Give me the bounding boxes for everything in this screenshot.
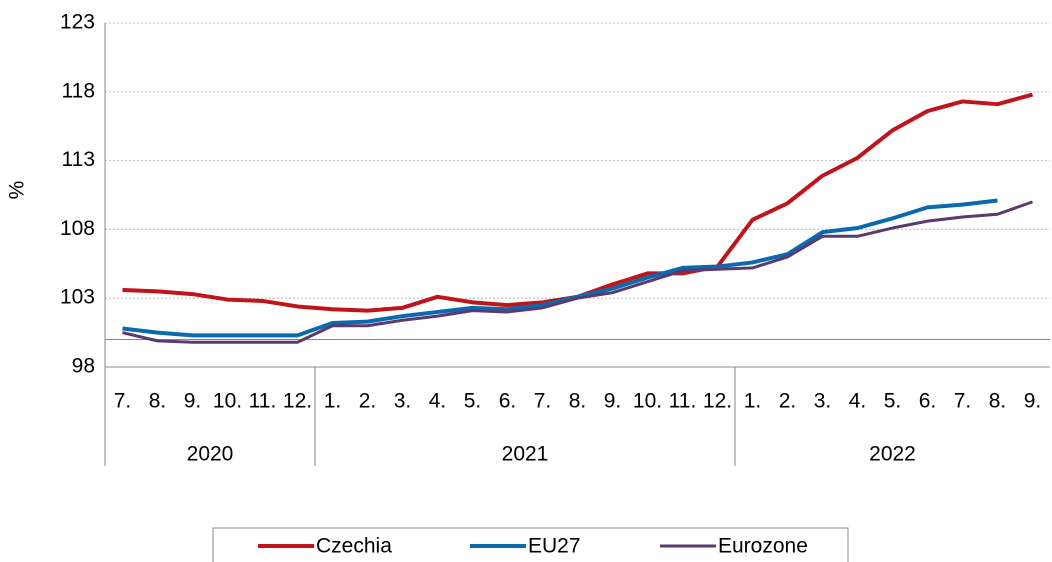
- x-tick-label: 7.: [954, 390, 972, 413]
- x-tick-label: 10.: [633, 390, 662, 413]
- x-tick-label: 1.: [744, 390, 762, 413]
- y-tick-label: 118: [62, 79, 95, 102]
- x-tick-label: 7.: [114, 390, 132, 413]
- y-tick-label: 98: [72, 355, 95, 378]
- x-tick-label: 1.: [324, 390, 342, 413]
- legend-box: [212, 527, 849, 562]
- x-tick-label: 2.: [779, 390, 797, 413]
- group-label: 2022: [869, 443, 916, 466]
- x-tick-label: 8.: [149, 390, 167, 413]
- y-axis-label: %: [6, 181, 29, 200]
- x-tick-label: 7.: [534, 390, 552, 413]
- x-tick-label: 6.: [499, 390, 517, 413]
- x-tick-label: 8.: [569, 390, 587, 413]
- x-tick-label: 12.: [703, 390, 732, 413]
- legend-label: Czechia: [316, 535, 392, 558]
- y-tick-label: 103: [60, 286, 95, 309]
- x-tick-label: 9.: [184, 390, 202, 413]
- x-tick-label: 5.: [884, 390, 902, 413]
- series-line: [122, 200, 1034, 344]
- series-line: [122, 198, 998, 338]
- x-tick-label: 12.: [283, 390, 312, 413]
- x-tick-label: 8.: [989, 390, 1007, 413]
- x-tick-label: 11.: [249, 390, 277, 413]
- x-tick-label: 11.: [669, 390, 697, 413]
- x-tick-label: 4.: [429, 390, 447, 413]
- x-tick-label: 6.: [919, 390, 937, 413]
- x-tick-label: 10.: [213, 390, 242, 413]
- y-tick-label: 108: [60, 217, 95, 240]
- group-label: 2021: [502, 443, 549, 466]
- y-tick-label: 113: [62, 148, 95, 171]
- x-tick-label: 3.: [394, 390, 412, 413]
- series-line: [122, 92, 1034, 313]
- y-tick-label: 123: [60, 11, 95, 34]
- x-tick-label: 3.: [814, 390, 832, 413]
- x-tick-label: 5.: [464, 390, 482, 413]
- x-tick-label: 9.: [1024, 390, 1042, 413]
- legend-label: EU27: [528, 535, 581, 558]
- group-label: 2020: [187, 443, 234, 466]
- x-tick-label: 2.: [359, 390, 377, 413]
- x-tick-label: 4.: [849, 390, 867, 413]
- x-tick-label: 9.: [604, 390, 622, 413]
- legend-label: Eurozone: [718, 535, 808, 558]
